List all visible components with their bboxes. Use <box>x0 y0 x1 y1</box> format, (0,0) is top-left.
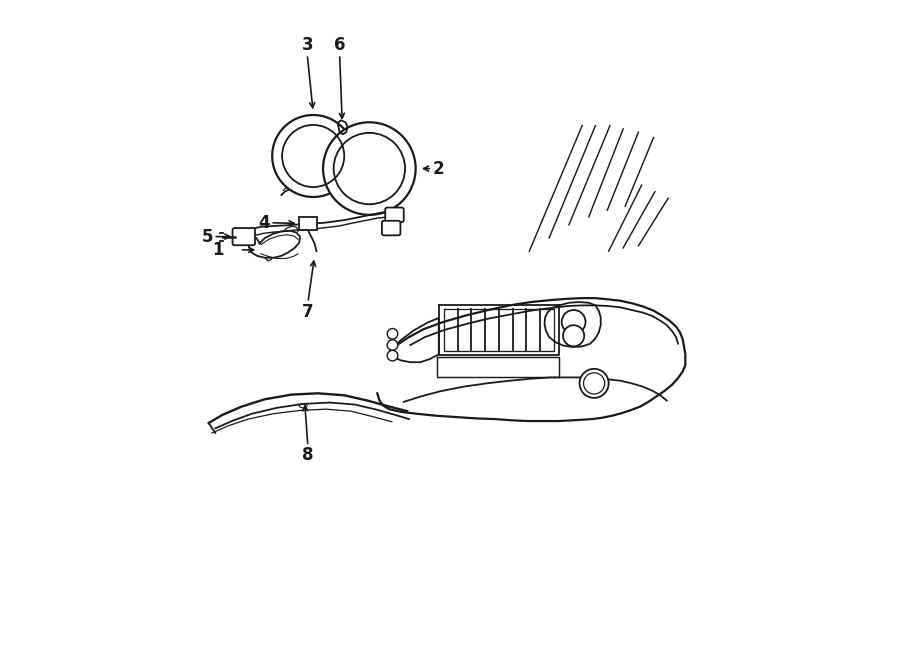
Circle shape <box>387 340 398 350</box>
Polygon shape <box>249 231 300 258</box>
Text: 6: 6 <box>334 36 346 54</box>
Circle shape <box>387 350 398 361</box>
Circle shape <box>580 369 608 398</box>
Circle shape <box>323 122 416 215</box>
FancyBboxPatch shape <box>385 208 404 222</box>
Text: 2: 2 <box>432 159 444 178</box>
Bar <box>299 217 317 230</box>
Text: 7: 7 <box>302 303 314 321</box>
FancyBboxPatch shape <box>232 228 255 245</box>
Text: 1: 1 <box>212 241 224 259</box>
FancyBboxPatch shape <box>382 221 400 235</box>
Circle shape <box>387 329 398 339</box>
Text: 8: 8 <box>302 446 313 464</box>
Circle shape <box>583 373 605 394</box>
Text: 4: 4 <box>258 214 270 232</box>
Circle shape <box>563 325 584 346</box>
Text: 5: 5 <box>202 227 213 246</box>
Circle shape <box>562 310 586 334</box>
Circle shape <box>272 115 355 197</box>
Text: 3: 3 <box>302 36 313 54</box>
